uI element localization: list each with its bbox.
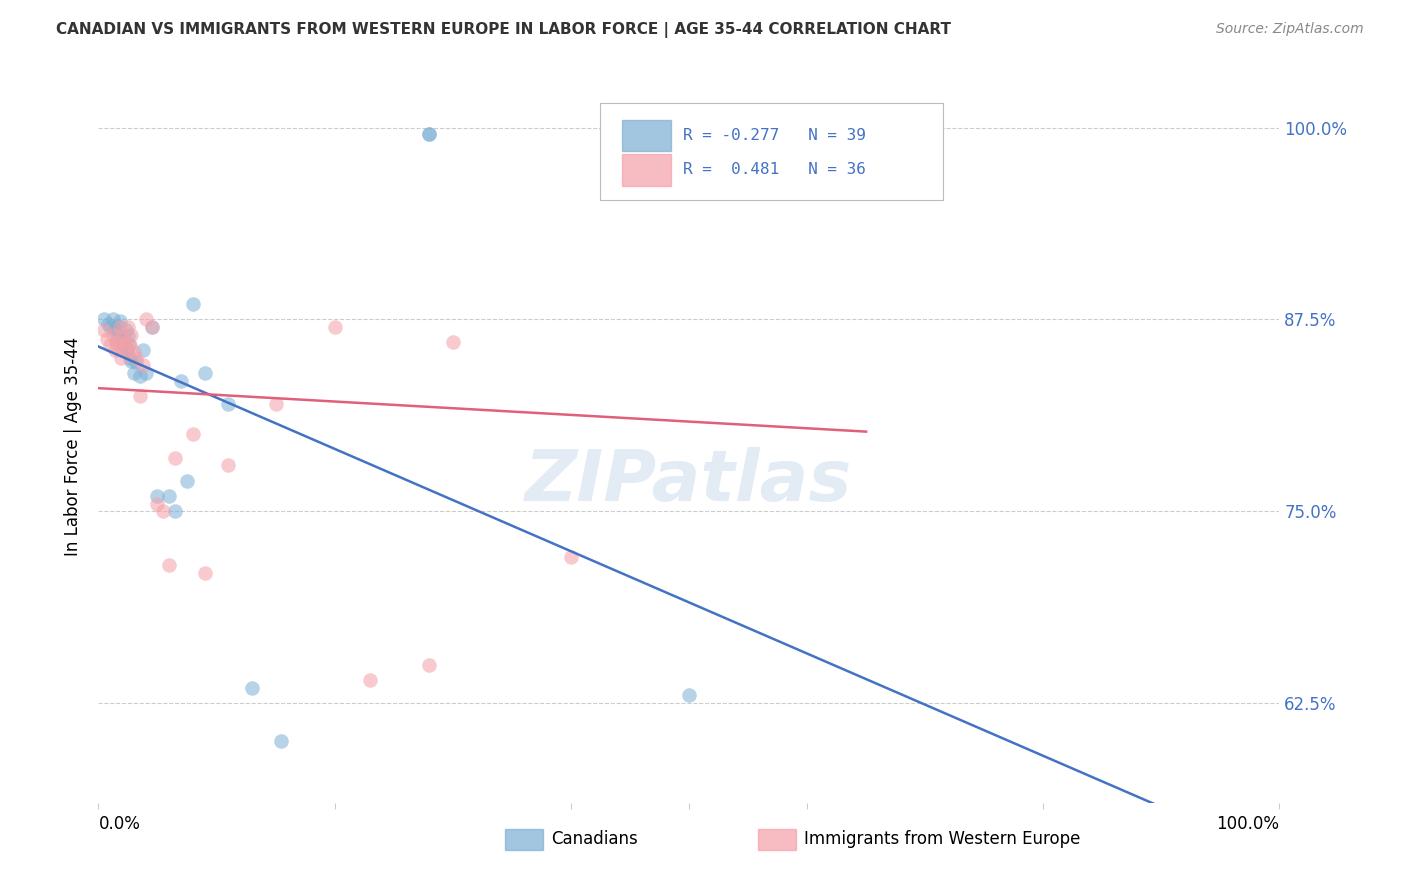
Point xyxy=(110,351,132,365)
Point xyxy=(418,657,440,672)
Point xyxy=(141,320,163,334)
Point xyxy=(125,355,148,369)
Point xyxy=(170,374,193,388)
FancyBboxPatch shape xyxy=(621,120,671,152)
Point xyxy=(125,351,148,365)
Point xyxy=(141,320,163,334)
Point xyxy=(107,318,129,333)
Point xyxy=(194,366,217,380)
Point xyxy=(122,344,145,359)
Point xyxy=(103,321,125,335)
Point xyxy=(165,450,187,465)
Point xyxy=(146,497,169,511)
Point xyxy=(98,338,121,352)
Point xyxy=(441,335,464,350)
Point xyxy=(157,489,180,503)
Point xyxy=(418,127,440,141)
Point xyxy=(121,327,143,342)
Point xyxy=(117,329,139,343)
Point xyxy=(560,550,582,565)
Point xyxy=(678,689,700,703)
Point xyxy=(176,474,198,488)
Point xyxy=(105,332,128,346)
Point xyxy=(121,354,143,368)
Point xyxy=(1056,826,1078,840)
Point xyxy=(110,327,132,342)
Point xyxy=(104,343,127,357)
Point xyxy=(114,335,136,350)
Point xyxy=(181,427,204,442)
Point xyxy=(157,558,180,572)
FancyBboxPatch shape xyxy=(621,154,671,186)
FancyBboxPatch shape xyxy=(758,829,796,850)
Point xyxy=(135,312,157,326)
Point xyxy=(112,338,135,352)
Point xyxy=(359,673,381,687)
Point xyxy=(844,127,866,141)
Point xyxy=(111,327,134,342)
Point xyxy=(146,489,169,503)
Point xyxy=(118,338,141,352)
Point xyxy=(114,323,136,337)
Point xyxy=(101,327,124,342)
Point xyxy=(108,314,131,328)
FancyBboxPatch shape xyxy=(505,829,543,850)
FancyBboxPatch shape xyxy=(600,103,943,200)
Text: Canadians: Canadians xyxy=(551,830,638,848)
Point xyxy=(264,397,287,411)
Point xyxy=(128,389,150,403)
Text: Source: ZipAtlas.com: Source: ZipAtlas.com xyxy=(1216,22,1364,37)
Point xyxy=(128,369,150,384)
Point xyxy=(98,320,121,334)
Point xyxy=(96,332,118,346)
Point xyxy=(217,458,239,473)
Point xyxy=(165,504,187,518)
Point xyxy=(93,312,115,326)
Point xyxy=(132,343,155,357)
Point xyxy=(97,317,120,331)
Text: 0.0%: 0.0% xyxy=(98,815,141,833)
Point xyxy=(120,338,142,352)
Point xyxy=(132,359,155,373)
Point xyxy=(122,366,145,380)
Text: 100.0%: 100.0% xyxy=(1216,815,1279,833)
Point xyxy=(194,566,217,580)
Text: ZIPatlas: ZIPatlas xyxy=(526,447,852,516)
Text: R = -0.277   N = 39: R = -0.277 N = 39 xyxy=(683,128,866,143)
Point xyxy=(108,320,131,334)
Point xyxy=(101,312,124,326)
Point xyxy=(115,343,138,357)
Point xyxy=(240,681,263,695)
Point xyxy=(323,320,346,334)
Point xyxy=(112,338,135,352)
Point xyxy=(418,127,440,141)
Point xyxy=(135,366,157,380)
Y-axis label: In Labor Force | Age 35-44: In Labor Force | Age 35-44 xyxy=(65,336,83,556)
Point xyxy=(111,343,134,357)
Text: CANADIAN VS IMMIGRANTS FROM WESTERN EUROPE IN LABOR FORCE | AGE 35-44 CORRELATIO: CANADIAN VS IMMIGRANTS FROM WESTERN EURO… xyxy=(56,22,952,38)
Text: Immigrants from Western Europe: Immigrants from Western Europe xyxy=(804,830,1081,848)
Text: R =  0.481   N = 36: R = 0.481 N = 36 xyxy=(683,162,866,178)
Point xyxy=(117,320,139,334)
Point xyxy=(270,734,292,748)
Point xyxy=(93,323,115,337)
Point xyxy=(105,335,128,350)
Point xyxy=(115,343,138,357)
Point xyxy=(152,504,174,518)
Point xyxy=(181,297,204,311)
Point xyxy=(217,397,239,411)
Point xyxy=(105,323,128,337)
Point xyxy=(112,335,135,350)
Point xyxy=(105,338,128,352)
Point xyxy=(120,351,142,365)
